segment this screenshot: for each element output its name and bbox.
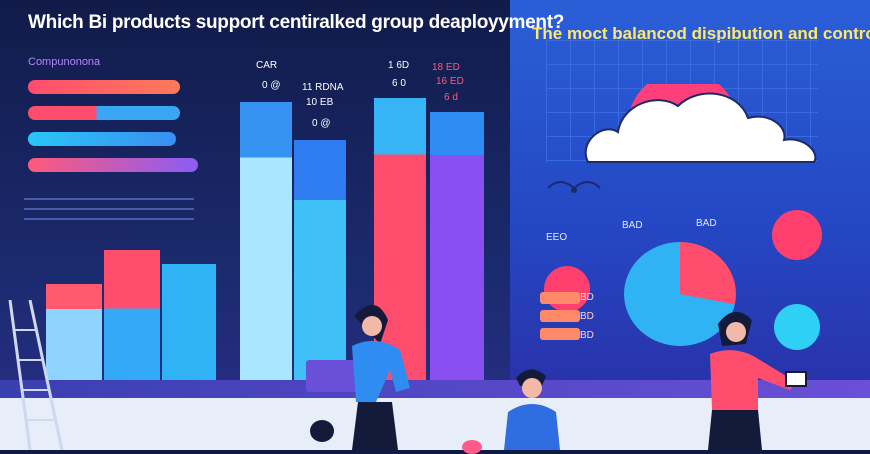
tag-bar	[540, 328, 580, 340]
left-title: Which Bi products support centiralked gr…	[28, 12, 565, 33]
pink-dot	[544, 266, 590, 312]
label-eo: EEO	[546, 232, 568, 243]
legend-bar-2	[28, 106, 180, 120]
cyan-circle	[774, 304, 820, 350]
bar-small-3	[162, 264, 216, 380]
bar-tall-4	[430, 112, 484, 380]
label-bd2: 6 0	[392, 78, 406, 89]
label-ba1: BAD	[622, 220, 643, 231]
tag-bar	[540, 310, 580, 322]
label-p3: 6 d	[444, 92, 458, 103]
tag-label: BD	[580, 311, 594, 322]
label-p2: 16 ED	[436, 76, 464, 87]
label-car: CAR	[256, 60, 278, 71]
tag-label: BD	[580, 292, 594, 303]
divider-line	[24, 208, 194, 210]
woman-tablet-figure	[708, 311, 807, 450]
right-title: The moct balancod dispibution and contro…	[532, 24, 870, 43]
label-l1: 11 RDNA	[302, 82, 344, 93]
pink-circle	[772, 210, 822, 260]
floor-dot	[310, 420, 334, 442]
tag-label: BD	[580, 330, 594, 341]
divider-line	[24, 198, 194, 200]
bird-icon	[547, 181, 601, 193]
cloud-icon	[584, 84, 817, 163]
bar-small-1	[46, 284, 102, 380]
legend-bar-1	[28, 80, 180, 94]
label-bd: 1 6D	[388, 60, 410, 71]
bar-tall-1	[240, 102, 292, 380]
woman-laptop-figure	[306, 304, 410, 450]
floor-item	[462, 440, 482, 454]
panel-base	[0, 380, 870, 398]
bar-small-2	[104, 250, 160, 380]
label-p1: 18 ED	[432, 62, 460, 73]
pie-chart	[624, 242, 736, 346]
label-l3a: 0 @	[262, 80, 281, 91]
label-l2: 10 EB	[306, 97, 334, 108]
bar-tall-2	[294, 140, 346, 380]
divider-line	[24, 218, 194, 220]
tag-bar	[540, 292, 580, 304]
legend-label: Compunonona	[28, 56, 101, 68]
label-l3b: 0 @	[312, 118, 331, 129]
label-ba2: BAD	[696, 218, 717, 229]
man-figure	[504, 369, 560, 450]
legend-bar-4	[28, 158, 198, 172]
legend-bar-3	[28, 132, 176, 146]
ladder-icon	[8, 300, 64, 450]
